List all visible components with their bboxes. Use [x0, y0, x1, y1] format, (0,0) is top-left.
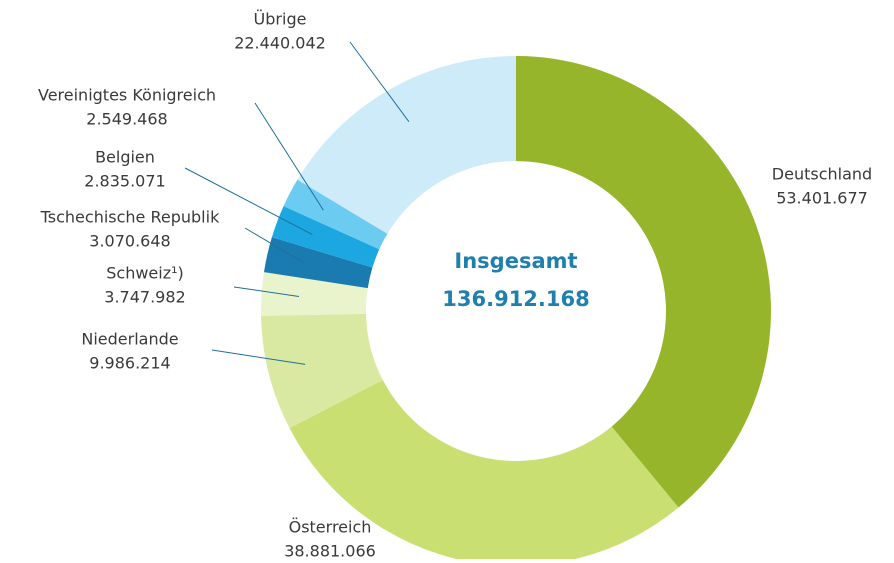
value-label: 38.881.066: [284, 542, 376, 560]
slice: [297, 56, 516, 234]
category-label: Übrige: [254, 10, 307, 29]
slice: [283, 179, 388, 250]
value-label: 2.835.071: [84, 172, 165, 191]
category-label: Deutschland: [772, 165, 872, 184]
slice: [271, 206, 380, 268]
value-label: 22.440.042: [234, 34, 326, 53]
value-label: 53.401.677: [776, 189, 868, 208]
leader-line: [349, 41, 410, 122]
slice: [261, 313, 383, 429]
leader-line: [233, 286, 300, 297]
slice: [516, 56, 771, 508]
center-title: Insgesamt: [454, 249, 577, 273]
value-label: 2.549.468: [86, 110, 167, 129]
slices: [261, 56, 771, 563]
slice: [261, 272, 368, 316]
value-label: 9.986.214: [89, 354, 170, 373]
leader-line: [244, 227, 305, 264]
value-label: 3.070.648: [89, 232, 170, 251]
value-label: 3.747.982: [104, 288, 185, 307]
leader-line: [211, 349, 306, 365]
leader-line: [254, 102, 324, 211]
category-label: Niederlande: [81, 330, 178, 349]
center-value: 136.912.168: [442, 287, 589, 311]
category-label: Vereinigtes Königreich: [38, 86, 216, 105]
category-label: Schweiz¹): [106, 264, 184, 283]
category-label: Österreich: [289, 518, 372, 537]
category-label: Tschechische Republik: [40, 208, 220, 227]
slice: [263, 237, 373, 289]
leader-line: [184, 167, 313, 236]
slice: [289, 379, 679, 563]
category-label: Belgien: [95, 148, 155, 167]
